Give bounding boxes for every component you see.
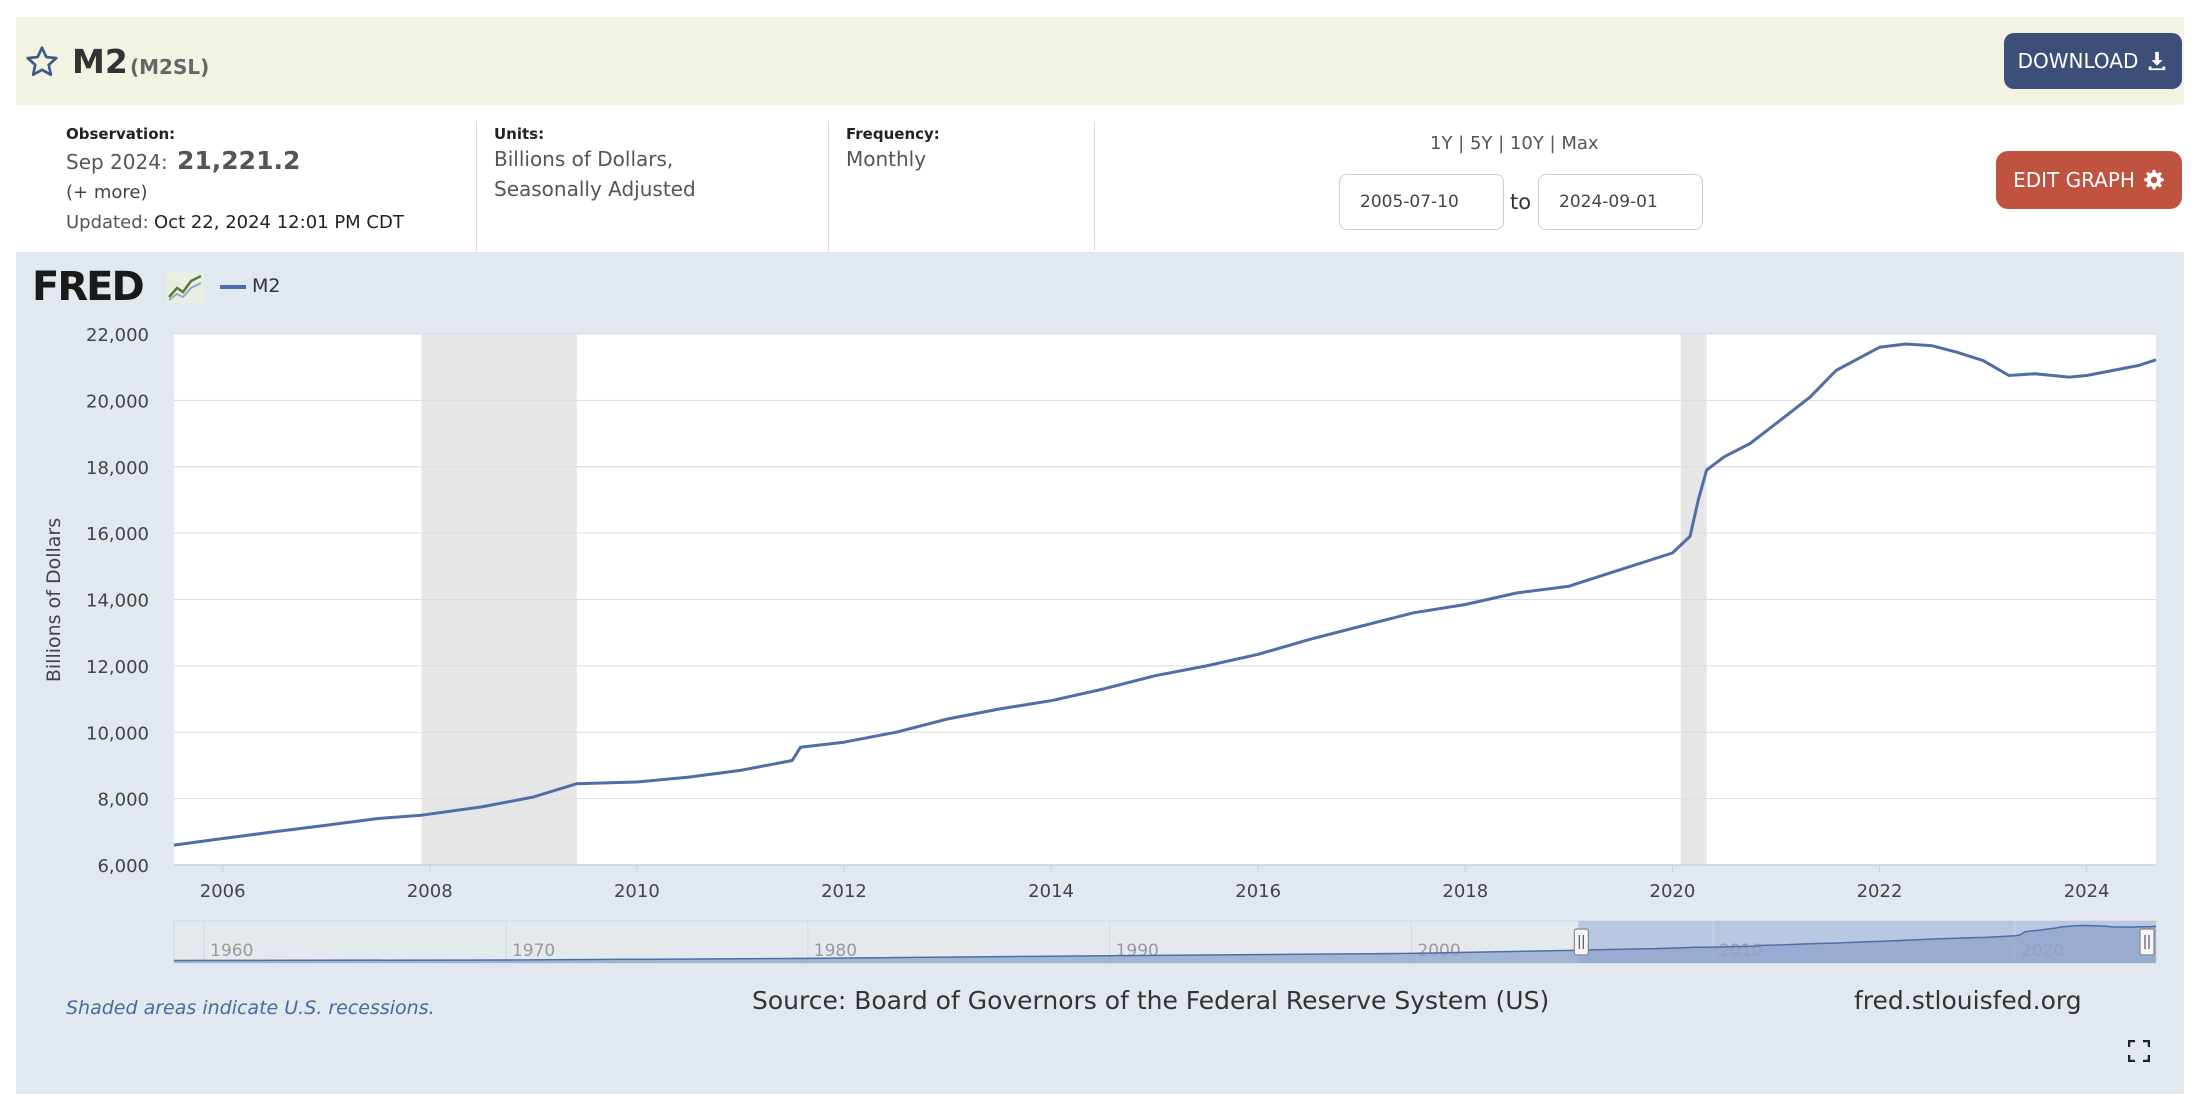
chart-logo-icon [166,271,204,303]
series-line-m2[interactable] [173,342,2157,847]
x-tick-label: 2022 [1857,881,1903,902]
title-bar [16,17,2184,105]
to-label: to [1510,190,1532,214]
y-axis-label: Billions of Dollars [43,518,65,682]
legend-label: M2 [252,275,281,297]
observation-value: 21,221.2 [177,146,301,175]
observation-date: Sep 2024: [66,150,168,174]
x-tick-label: 2014 [1028,881,1074,902]
series-id: (M2SL) [130,55,210,79]
fred-logo: FRED [32,264,145,310]
updated-value: Oct 22, 2024 12:01 PM CDT [154,212,404,233]
edit-graph-button[interactable]: EDIT GRAPH [1996,151,2182,209]
x-tick-label: 2010 [614,881,660,902]
divider [1094,121,1095,251]
x-tick-label: 2018 [1442,881,1488,902]
fullscreen-icon[interactable] [2128,1040,2150,1062]
navigator-tick-label: 1980 [814,941,857,961]
x-tick-label: 2012 [821,881,867,902]
series-title: M2 [72,42,128,81]
x-tick-label: 2008 [407,881,453,902]
observation-label: Observation: [66,125,176,143]
edit-graph-label: EDIT GRAPH [2013,168,2135,192]
navigator-handle-right[interactable] [2139,928,2155,956]
units-label: Units: [494,125,545,143]
x-tick-label: 2024 [2064,881,2110,902]
y-tick-label: 10,000 [86,723,149,744]
frequency-label: Frequency: [846,125,940,143]
frequency-value: Monthly [846,147,927,171]
more-observations-link[interactable]: (+ more) [66,182,148,203]
updated-label: Updated: [66,212,149,233]
download-button[interactable]: DOWNLOAD [2004,33,2182,89]
download-label: DOWNLOAD [2017,49,2139,73]
x-tick-label: 2020 [1650,881,1696,902]
divider [828,121,829,251]
x-tick-label: 2006 [200,881,246,902]
download-icon [2149,51,2166,71]
range-links[interactable]: 1Y | 5Y | 10Y | Max [1430,133,1599,154]
units-line1: Billions of Dollars, [494,147,674,171]
divider [476,121,477,251]
y-tick-label: 16,000 [86,524,149,545]
navigator-handle-left[interactable] [1573,928,1589,956]
navigator-tick-label: 1960 [210,941,253,961]
end-date-input[interactable]: 2024-09-01 [1538,174,1703,230]
y-tick-label: 12,000 [86,657,149,678]
y-tick-label: 20,000 [86,391,149,412]
y-tick-label: 18,000 [86,458,149,479]
y-tick-label: 22,000 [86,325,149,346]
recession-footnote: Shaded areas indicate U.S. recessions. [66,997,435,1019]
navigator-area [174,925,2156,963]
start-date-input[interactable]: 2005-07-10 [1339,174,1504,230]
x-tick-label: 2016 [1235,881,1281,902]
y-tick-label: 14,000 [86,591,149,612]
units-line2: Seasonally Adjusted [494,177,696,201]
navigator-line [173,924,2157,962]
navigator-tick-label: 1970 [512,941,555,961]
y-tick-label: 8,000 [97,790,149,811]
y-tick-label: 6,000 [97,856,149,877]
star-icon[interactable] [24,44,60,80]
source-text: Source: Board of Governors of the Federa… [752,986,1550,1015]
gear-icon [2144,169,2164,190]
legend-swatch [220,285,246,289]
site-url[interactable]: fred.stlouisfed.org [1854,986,2082,1015]
